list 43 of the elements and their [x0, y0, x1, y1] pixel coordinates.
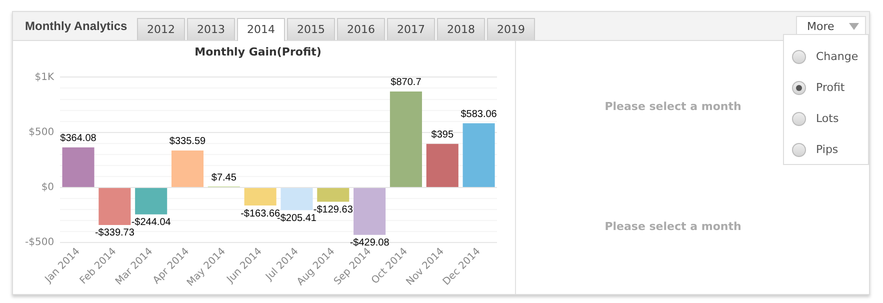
- data-label: $395: [431, 130, 454, 141]
- data-label: -$163.66: [240, 208, 280, 220]
- text: 2019: [487, 18, 535, 40]
- bar: [390, 91, 422, 187]
- text: 2015: [287, 18, 335, 40]
- data-label: $870.7: [390, 77, 422, 88]
- chart-title: Monthly Gain(Profit): [194, 45, 322, 58]
- data-label: $364.08: [60, 133, 97, 144]
- text: 2018: [437, 18, 485, 40]
- text: Please select a month: [604, 220, 742, 233]
- bar: [244, 188, 276, 206]
- data-label: -$129.63: [313, 204, 354, 216]
- y-tick-label: $500: [28, 126, 54, 138]
- bar: [280, 188, 313, 210]
- text: Please select a month: [604, 100, 742, 113]
- text: 2016: [337, 18, 385, 40]
- text: Lots: [816, 112, 839, 125]
- data-label: -$339.73: [94, 228, 135, 239]
- text: 2014: [237, 18, 285, 41]
- text: 2013: [187, 18, 235, 40]
- text: More: [807, 20, 834, 33]
- bar: [426, 144, 458, 187]
- text: Monthly Analytics: [25, 19, 128, 33]
- bar: [354, 188, 386, 235]
- data-label: -$429.08: [350, 238, 390, 249]
- bar: [62, 147, 94, 187]
- text: 2012: [137, 18, 185, 40]
- y-tick-label: $0: [41, 182, 54, 194]
- text: 2017: [387, 18, 435, 40]
- text: Change: [816, 50, 858, 63]
- data-label: $335.59: [169, 136, 206, 148]
- data-label: $583.06: [460, 108, 498, 120]
- y-tick-label: $1K: [34, 72, 54, 83]
- bar: [98, 188, 131, 225]
- bar: [171, 150, 204, 187]
- bar: [462, 123, 495, 187]
- bar: [317, 188, 350, 202]
- bar: [135, 188, 168, 214]
- data-label: $7.45: [211, 172, 237, 184]
- text: Pips: [816, 143, 838, 156]
- data-label: -$244.04: [131, 217, 172, 228]
- text: Profit: [816, 81, 845, 94]
- y-tick-label: -$500: [24, 237, 54, 248]
